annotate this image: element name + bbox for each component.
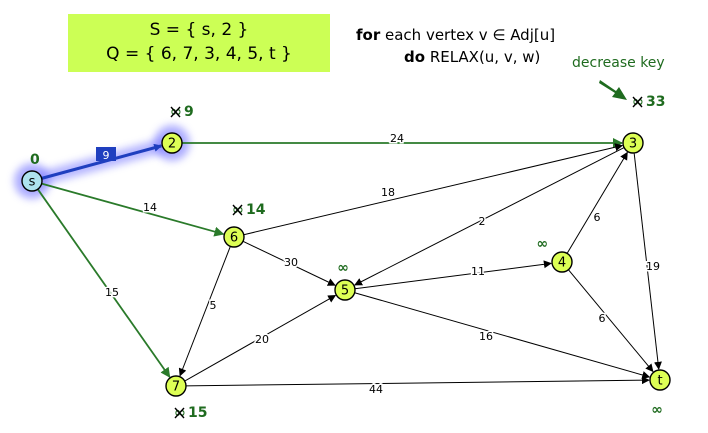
cross-mark-b-2: [170, 106, 181, 118]
set-s-text: S = { s, 2 }: [149, 20, 249, 40]
edge-weight-6-7: 5: [210, 299, 217, 312]
edge-weight-4-t: 6: [599, 312, 606, 325]
edge-5-t: [354, 292, 651, 379]
sets-box: S = { s, 2 } Q = { 6, 7, 3, 4, 5, t }: [68, 14, 330, 72]
dist-s: 0: [30, 152, 40, 168]
node-label-7: 7: [172, 380, 180, 395]
edge-weight-s-2: 9: [103, 149, 110, 162]
dist-7: 15: [188, 405, 207, 421]
edge-weight-3-5: 2: [479, 215, 486, 228]
pseudocode-line-2: do RELAX(u, v, w): [356, 46, 555, 68]
decrease-key-label: decrease key: [572, 55, 665, 71]
dist-2: 9: [184, 104, 194, 120]
dist-5: ∞: [337, 260, 349, 276]
edge-weight-5-4: 11: [471, 265, 485, 278]
keyword-do: do: [404, 48, 426, 66]
cross-mark-b-3: [632, 96, 643, 108]
relax-pseudocode: for each vertex v ∈ Adj[u] do RELAX(u, v…: [356, 24, 555, 68]
edge-weight-7-t: 44: [369, 383, 383, 396]
node-t: [649, 369, 671, 391]
edge-weight-bg-s-2: [96, 147, 116, 161]
edge-weight-s-6: 14: [143, 201, 157, 214]
keyword-for: for: [356, 26, 381, 44]
edge-3-t: [633, 152, 662, 370]
edge-7-5: [184, 294, 337, 382]
dist-4: ∞: [536, 236, 548, 252]
dist-6: 14: [246, 202, 266, 218]
cross-mark-b-7: [174, 407, 185, 419]
node-label-4: 4: [558, 256, 566, 271]
edge-5-4: [354, 260, 552, 290]
node-label-s: s: [29, 175, 36, 190]
node-5: [334, 279, 356, 301]
edge-s-2: [41, 143, 163, 180]
edge-6-7: [178, 246, 231, 377]
edge-weight-2-3: 24: [390, 132, 404, 145]
edge-s-6: [41, 182, 225, 237]
edge-weight-6-5: 30: [284, 256, 298, 269]
edge-s-7: [37, 188, 171, 378]
dist-3: 33: [646, 94, 665, 110]
edge-weight-3-t: 19: [646, 260, 660, 273]
cross-mark-b-6: [232, 204, 243, 216]
node-4: [551, 251, 573, 273]
edge-4-3: [566, 151, 628, 254]
edge-weight-s-7: 15: [105, 286, 119, 299]
line-1-text: each vertex v ∈ Adj[u]: [380, 26, 556, 44]
node-6: [223, 226, 245, 248]
edge-weight-4-3: 6: [594, 211, 601, 224]
edge-4-t: [568, 269, 654, 373]
edge-7-t: [185, 376, 650, 387]
node-2: [161, 132, 183, 154]
node-s: [21, 170, 43, 192]
node-label-t: t: [657, 374, 662, 389]
edge-3-5: [354, 147, 625, 286]
edge-6-3: [243, 143, 624, 236]
node-3: [622, 132, 644, 154]
node-label-6: 6: [230, 231, 238, 246]
node-label-2: 2: [168, 137, 176, 152]
pseudocode-line-1: for each vertex v ∈ Adj[u]: [356, 24, 555, 46]
node-label-5: 5: [341, 284, 349, 299]
decrease-key-annotation: decrease key: [572, 55, 665, 100]
edge-weight-7-5: 20: [255, 333, 269, 346]
decrease-key-arrow-icon: [599, 80, 627, 100]
line-2-text: RELAX(u, v, w): [425, 48, 541, 66]
node-label-3: 3: [629, 137, 637, 152]
edge-6-5: [242, 240, 336, 286]
node-7: [165, 375, 187, 397]
set-q-text: Q = { 6, 7, 3, 4, 5, t }: [106, 44, 292, 64]
edge-weight-6-3: 18: [381, 186, 395, 199]
dist-t: ∞: [651, 402, 663, 418]
edge-weight-5-t: 16: [479, 330, 493, 343]
